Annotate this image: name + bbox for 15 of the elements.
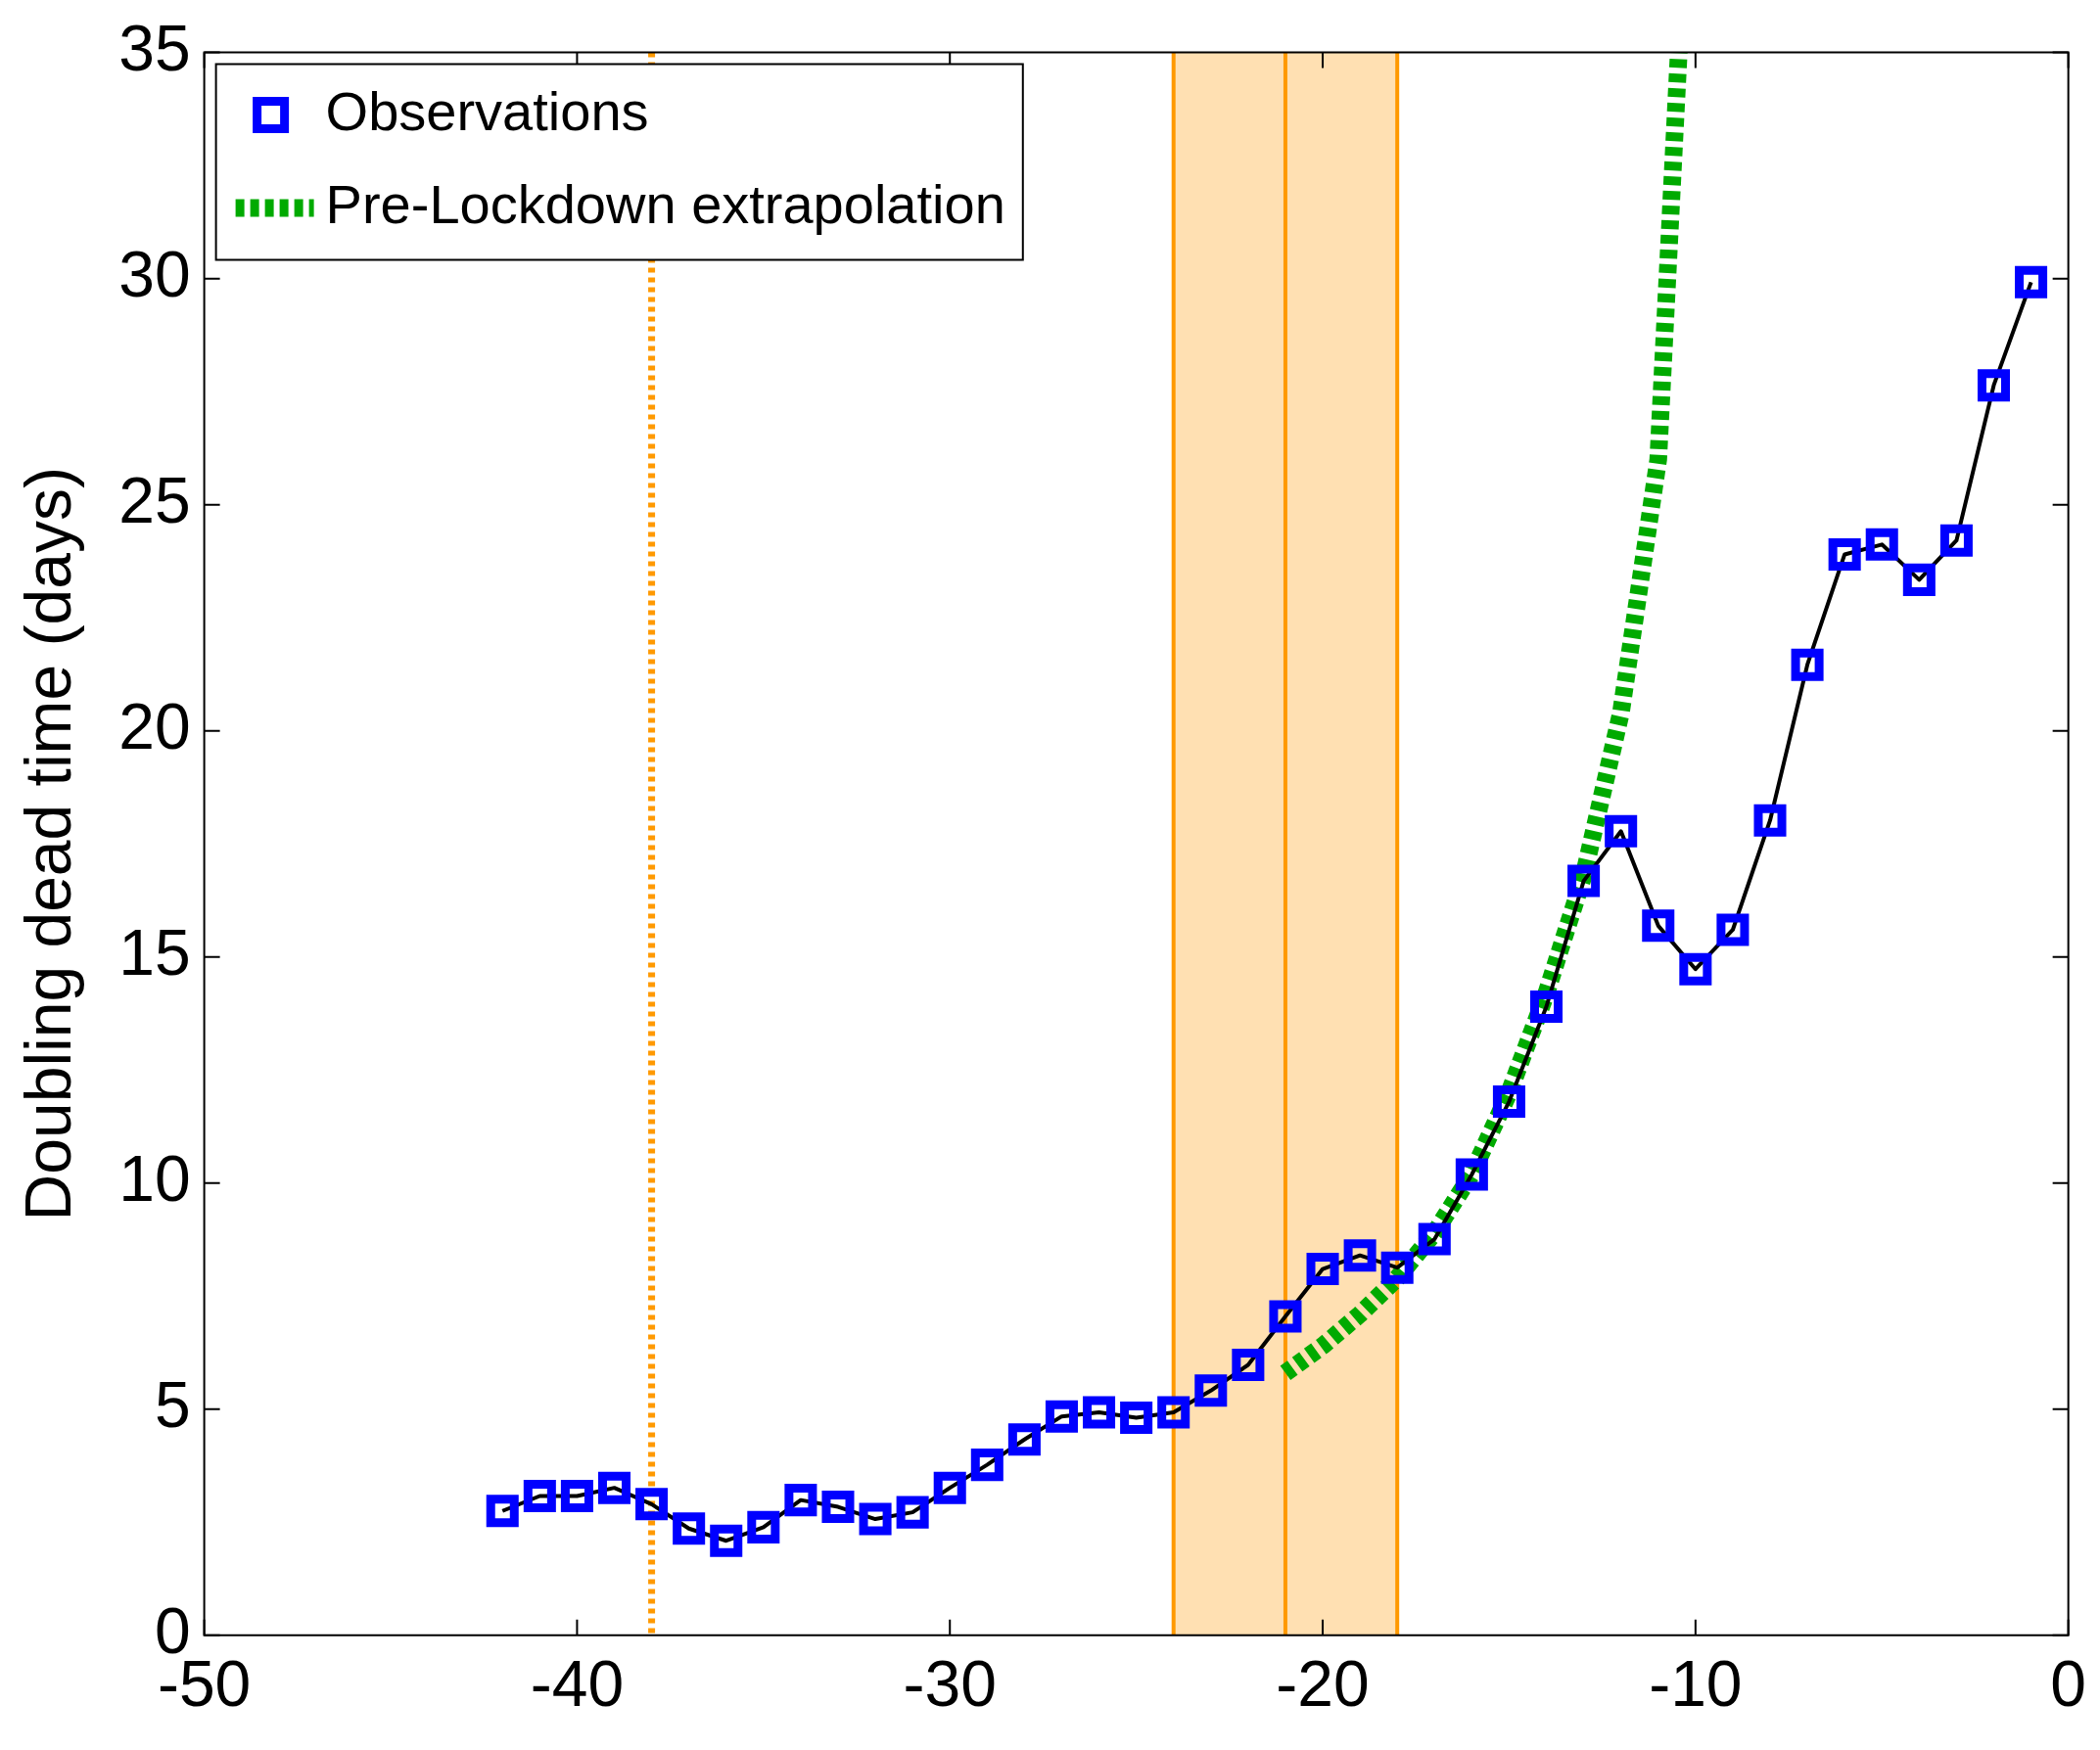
y-tick-label: 5 [154,1367,191,1441]
x-tick-label: -40 [530,1646,625,1720]
y-tick-label: 20 [118,689,191,762]
x-tick-label: 0 [2050,1646,2087,1720]
legend-label: Observations [325,80,649,143]
y-tick-label: 25 [118,463,191,536]
x-tick-label: -20 [1276,1646,1370,1720]
x-tick-label: -30 [903,1646,997,1720]
y-tick-label: 15 [118,915,191,989]
y-tick-label: 10 [118,1141,191,1215]
y-tick-label: 35 [118,11,191,84]
x-tick-label: -10 [1649,1646,1743,1720]
y-tick-label: 30 [118,237,191,310]
legend-label: Pre-Lockdown extrapolation [325,173,1005,236]
y-axis-title: Doubling dead time (days) [11,466,84,1221]
